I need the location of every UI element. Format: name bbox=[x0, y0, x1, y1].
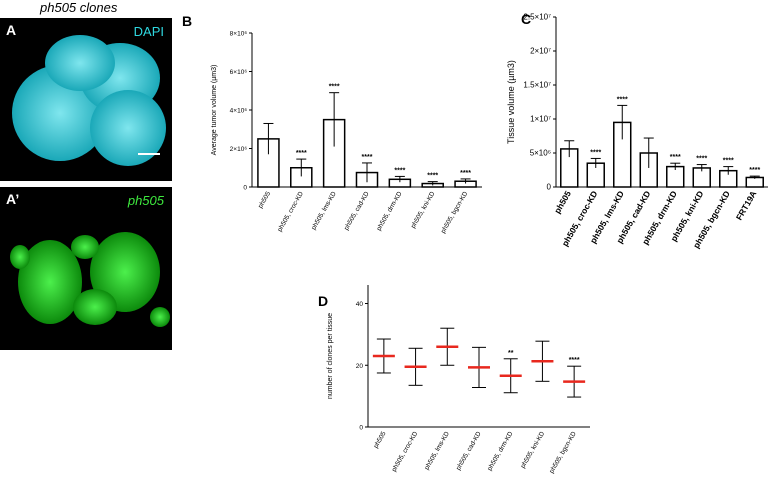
significance-label: **** bbox=[749, 167, 760, 174]
significance-label: **** bbox=[362, 154, 373, 161]
x-tick-label: ph505 bbox=[257, 190, 272, 209]
x-tick-label: ph505, bgcn-KD bbox=[548, 430, 578, 474]
y-tick-label: 40 bbox=[356, 301, 364, 308]
ph505-image bbox=[10, 232, 170, 327]
x-tick-label: ph505, croc-KD bbox=[276, 190, 305, 233]
x-tick-label: ph505 bbox=[372, 430, 387, 449]
panel-label: B bbox=[182, 13, 192, 29]
y-tick-label: 0 bbox=[547, 183, 552, 192]
image-panel: A DAPI bbox=[0, 18, 172, 181]
x-tick-label: ph505, bgcn-KD bbox=[440, 190, 470, 234]
y-tick-label: 5×10⁶ bbox=[530, 149, 551, 158]
significance-label: ** bbox=[508, 350, 514, 357]
figure-header: ph505 clones bbox=[40, 0, 118, 15]
dapi-image bbox=[12, 35, 166, 166]
x-tick-label: ph505, cad-KD bbox=[343, 190, 371, 231]
significance-label: **** bbox=[617, 96, 628, 103]
x-tick-label: ph505, kni-KD bbox=[410, 190, 437, 229]
panel-label: A bbox=[6, 22, 17, 38]
y-tick-label: 4×10⁶ bbox=[230, 108, 248, 115]
x-tick-label: ph505, drm-KD bbox=[375, 190, 403, 232]
y-axis-label: Tissue volume (µm3) bbox=[506, 60, 516, 144]
y-axis-label: number of clones per tissue bbox=[327, 313, 334, 399]
panel-label: A’ bbox=[6, 191, 20, 207]
significance-label: **** bbox=[696, 156, 707, 163]
x-tick-label: ph505, lms-KD bbox=[310, 190, 338, 231]
significance-label: **** bbox=[723, 158, 734, 165]
y-tick-label: 6×10⁶ bbox=[230, 69, 248, 76]
y-tick-label: 1×10⁷ bbox=[530, 115, 551, 124]
y-tick-label: 1.5×10⁷ bbox=[523, 81, 551, 90]
panel-label: D bbox=[318, 293, 328, 309]
significance-label: **** bbox=[460, 170, 471, 177]
significance-label: **** bbox=[427, 173, 438, 180]
significance-label: **** bbox=[394, 167, 405, 174]
y-tick-label: 8×10⁶ bbox=[230, 31, 248, 38]
significance-label: **** bbox=[296, 150, 307, 157]
stain-label: DAPI bbox=[133, 24, 164, 39]
significance-label: **** bbox=[590, 149, 601, 156]
y-axis-label: Average tumor volume (µm3) bbox=[211, 65, 218, 156]
y-tick-label: 2×10⁶ bbox=[230, 146, 248, 153]
x-tick-label: ph505, croc-KD bbox=[391, 430, 420, 473]
stain-label: ph505 bbox=[127, 193, 164, 208]
panel-label: C bbox=[521, 11, 531, 27]
y-tick-label: 0 bbox=[243, 185, 247, 192]
x-tick-label: ph505, kni-KD bbox=[519, 430, 546, 469]
y-tick-label: 20 bbox=[356, 363, 364, 370]
x-tick-label: ph505, lms-KD bbox=[423, 430, 451, 471]
x-tick-label: ph505, drm-KD bbox=[486, 430, 514, 472]
y-tick-label: 2×10⁷ bbox=[530, 47, 551, 56]
significance-label: **** bbox=[670, 154, 681, 161]
image-panel: A’ ph505 bbox=[0, 187, 172, 350]
y-tick-label: 2.5×10⁷ bbox=[523, 13, 551, 22]
x-tick-label: ph505 bbox=[552, 189, 573, 216]
bar bbox=[745, 176, 764, 188]
significance-label: **** bbox=[569, 357, 580, 364]
x-tick-label: ph505, cad-KD bbox=[455, 430, 483, 471]
significance-label: **** bbox=[329, 84, 340, 91]
x-tick-label: FRT19A bbox=[734, 189, 759, 222]
y-tick-label: 0 bbox=[359, 425, 363, 432]
